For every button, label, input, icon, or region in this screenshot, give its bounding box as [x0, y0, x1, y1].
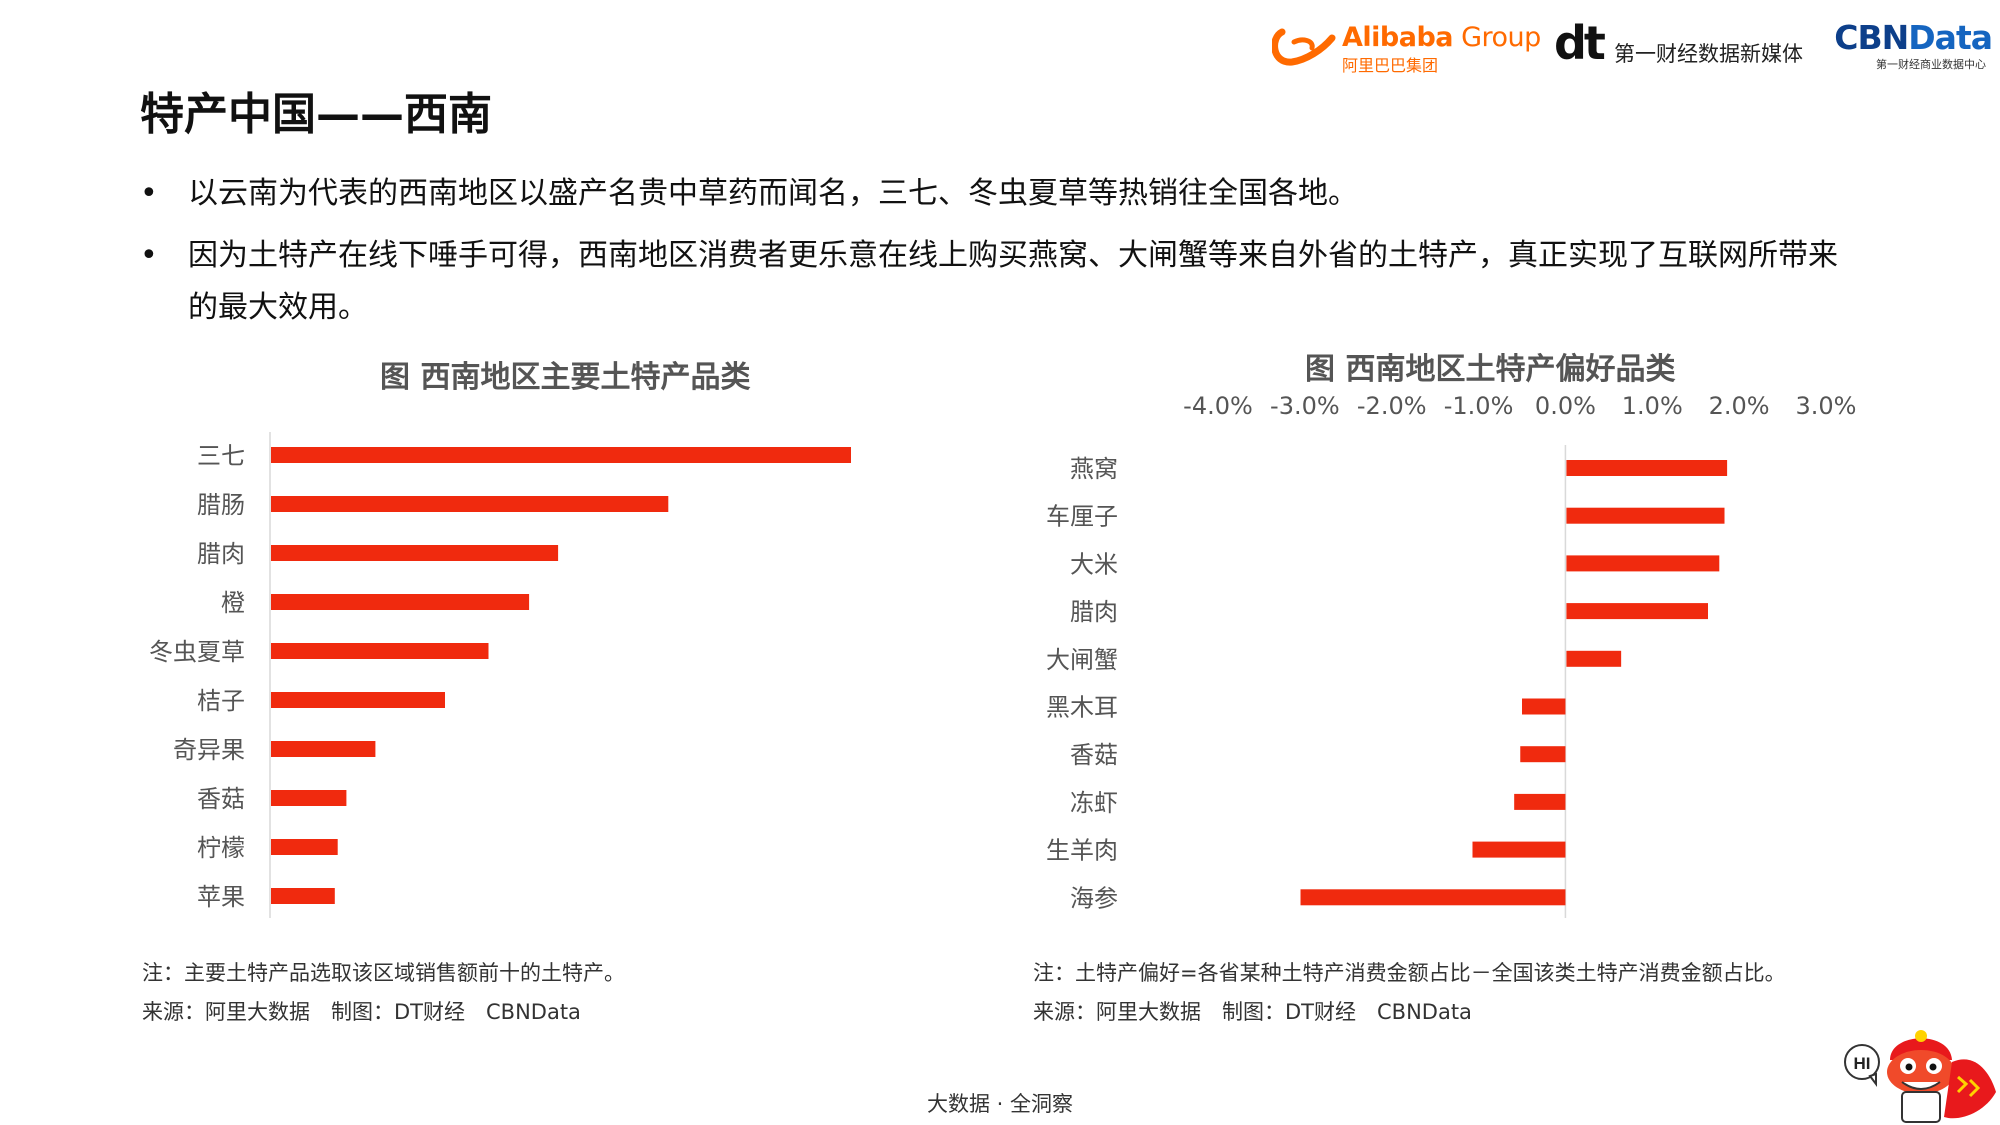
left-chart-source: 来源：阿里大数据 制图：DT财经 CBNData [142, 1000, 581, 1024]
right-chart-category-label: 冻虾 [1070, 789, 1118, 817]
alibaba-logo: Alibaba Group 阿里巴巴集团 [1272, 22, 1541, 75]
right-chart-category-label: 海参 [1070, 884, 1118, 912]
right-chart-x-tick-label: -3.0% [1270, 392, 1340, 420]
footer-slogan: 大数据 · 全洞察 [926, 1092, 1074, 1116]
left-chart-bar [271, 643, 489, 659]
right-chart-x-tick-label: 1.0% [1622, 392, 1683, 420]
left-chart-category-label: 三七 [197, 442, 245, 470]
cbn-mark: CBN [1834, 18, 1909, 57]
left-chart-bar [271, 790, 347, 806]
right-chart-category-label: 车厘子 [1046, 503, 1118, 531]
left-chart-title: 图 西南地区主要土特产品类 [380, 360, 751, 395]
left-chart-bar [271, 741, 376, 757]
left-chart-category-label: 冬虫夏草 [149, 638, 245, 666]
right-chart-category-label: 黑木耳 [1046, 694, 1118, 722]
left-chart-bar [271, 545, 559, 561]
right-chart-x-tick-label: 2.0% [1709, 392, 1770, 420]
bullet-text: 以云南为代表的西南地区以盛产名贵中草药而闻名，三七、冬虫夏草等热销往全国各地。 [188, 176, 1358, 211]
right-chart-bar [1520, 746, 1566, 763]
left-chart-bar [271, 447, 851, 463]
right-chart-bar [1514, 793, 1566, 810]
right-chart-category-label: 大米 [1070, 550, 1118, 578]
left-chart-category-label: 苹果 [197, 883, 245, 911]
bullet-item: • 以云南为代表的西南地区以盛产名贵中草药而闻名，三七、冬虫夏草等热销往全国各地… [140, 168, 1860, 220]
left-chart-category-label: 橙 [221, 589, 245, 617]
right-chart-source: 来源：阿里大数据 制图：DT财经 CBNData [1033, 1000, 1472, 1024]
dt-mark: dt [1554, 16, 1606, 70]
right-chart-bar [1566, 555, 1720, 572]
alibaba-name: Alibaba [1342, 22, 1454, 53]
right-chart-x-tick-label: 0.0% [1535, 392, 1596, 420]
left-chart-bar [271, 888, 335, 904]
cbn-tagline: 第一财经商业数据中心 [1876, 58, 1986, 71]
mascot-bubble-text: HI [1854, 1054, 1871, 1073]
right-chart-category-label: 香菇 [1070, 741, 1118, 769]
left-chart-category-label: 桔子 [197, 687, 245, 715]
left-chart-category-label: 香菇 [197, 785, 245, 813]
dt-tagline: 第一财经数据新媒体 [1614, 42, 1803, 66]
right-chart-x-tick-label: -2.0% [1357, 392, 1427, 420]
left-chart-category-label: 奇异果 [173, 736, 245, 764]
left-chart-bar [271, 692, 445, 708]
right-chart-bar [1522, 698, 1566, 715]
right-chart-bar [1566, 650, 1622, 667]
cbndata-logo: CBNData 第一财经商业数据中心 [1832, 18, 1993, 78]
right-chart-bar [1300, 889, 1566, 906]
right-chart-bar [1472, 841, 1566, 858]
right-chart-x-tick-label: -4.0% [1183, 392, 1253, 420]
lion-mascot-icon: HI [1844, 1030, 1996, 1123]
dt-logo: dt 第一财经数据新媒体 [1554, 16, 1804, 74]
page-title: 特产中国——西南 [140, 89, 492, 140]
left-chart-bar [271, 839, 338, 855]
right-chart-bar [1566, 460, 1728, 476]
right-chart-bar [1566, 507, 1725, 524]
right-chart-category-label: 大闸蟹 [1046, 646, 1118, 674]
left-chart-category-label: 腊肠 [197, 491, 245, 519]
bullet-dot: • [140, 176, 158, 211]
bullet-item: • 因为土特产在线下唾手可得，西南地区消费者更乐意在线上购买燕窝、大闸蟹等来自外… [140, 230, 1860, 334]
left-chart-category-label: 柠檬 [197, 834, 245, 862]
alibaba-smile-icon [1272, 28, 1336, 66]
right-chart-category-label: 生羊肉 [1046, 837, 1118, 865]
left-chart-note: 注：主要土特产品选取该区域销售额前十的土特产。 [142, 961, 625, 985]
right-chart-title: 图 西南地区土特产偏好品类 [1305, 352, 1676, 387]
right-chart-category-label: 燕窝 [1070, 455, 1118, 483]
left-chart-bar [271, 594, 530, 610]
right-chart-x-tick-label: 3.0% [1796, 392, 1857, 420]
alibaba-cn-name: 阿里巴巴集团 [1342, 56, 1439, 75]
logo-bar: Alibaba Group 阿里巴巴集团 dt 第一财经数据新媒体 CBNDat… [1272, 16, 1993, 78]
bullet-list: • 以云南为代表的西南地区以盛产名贵中草药而闻名，三七、冬虫夏草等热销往全国各地… [140, 168, 1860, 344]
right-chart-bar [1566, 603, 1709, 620]
right-chart-category-label: 腊肉 [1070, 598, 1118, 626]
cbn-data-mark: Data [1908, 18, 1993, 57]
left-chart-bar [271, 496, 669, 512]
right-chart-x-tick-label: -1.0% [1444, 392, 1514, 420]
bullet-text: 因为土特产在线下唾手可得，西南地区消费者更乐意在线上购买燕窝、大闸蟹等来自外省的… [188, 238, 1838, 325]
right-chart-note: 注：土特产偏好=各省某种土特产消费金额占比－全国该类土特产消费金额占比。 [1033, 961, 1786, 985]
alibaba-group: Group [1453, 22, 1541, 53]
bullet-dot: • [140, 238, 158, 273]
left-chart-category-label: 腊肉 [197, 540, 245, 568]
